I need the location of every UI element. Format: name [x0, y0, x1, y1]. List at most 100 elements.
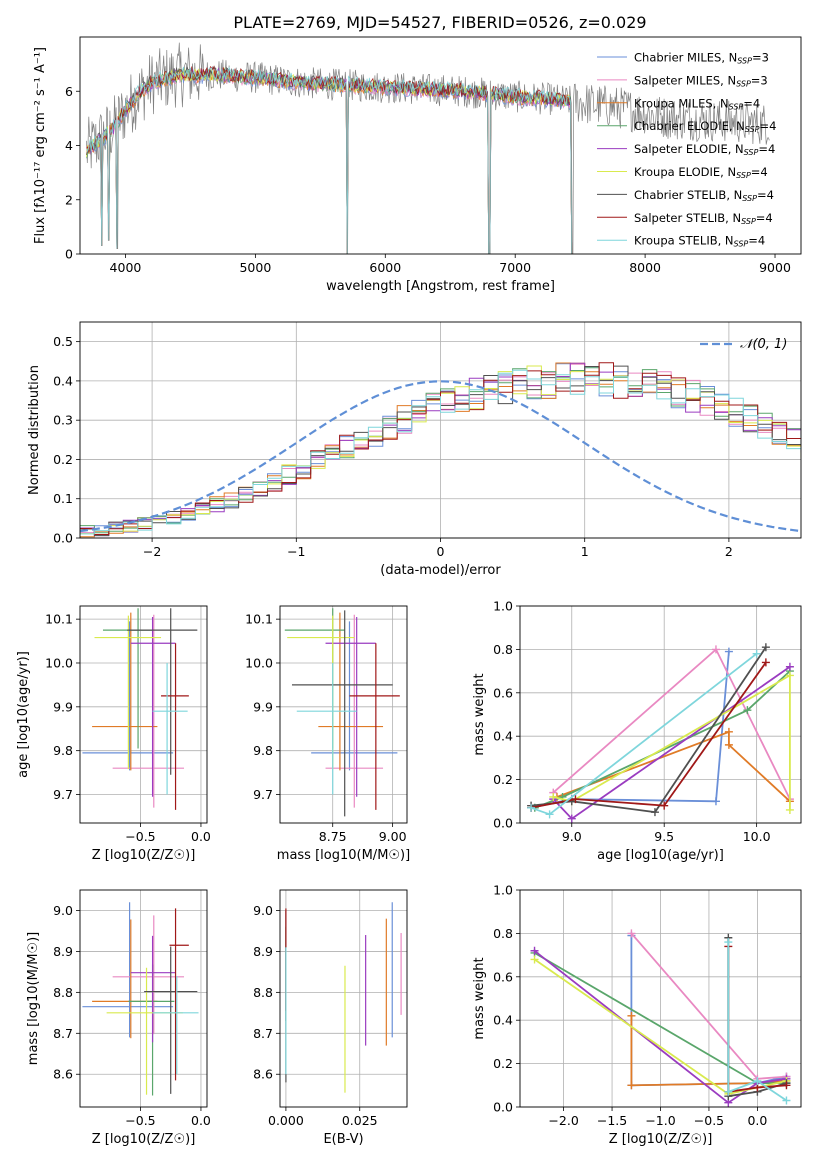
observed-spectrum-line: [86, 42, 770, 254]
mass-weight-vs-age-plot-area: [527, 643, 794, 823]
x-tick-label: −2.0: [548, 1113, 578, 1128]
x-axis-label: wavelength [Angstrom, rest frame]: [326, 279, 555, 294]
axes-frame: [279, 605, 408, 824]
x-tick-label: 4000: [110, 260, 142, 275]
y-tick-label: 8.8: [53, 985, 73, 1000]
x-tick-label: 0: [437, 544, 445, 559]
mass-weight-marker: [785, 805, 794, 814]
x-axis-label: Z [log10(Z/Z☉)]: [609, 1132, 713, 1147]
gaussian-reference-line: [80, 380, 801, 533]
x-tick-label: 9.0: [562, 829, 582, 844]
mass-weight-series-line: [630, 1015, 787, 1087]
y-tick-label: 8.9: [53, 944, 73, 959]
mass-weight-marker: [753, 1076, 762, 1085]
y-tick-label: 9.7: [253, 787, 273, 802]
legend-entry: Kroupa MILES, NSSP=4: [634, 96, 760, 111]
error-bar-point: [144, 946, 198, 1094]
y-tick-label: 9.0: [253, 903, 273, 918]
error-bar-point: [318, 612, 384, 771]
error-bar-point: [325, 616, 376, 797]
error-bar-point: [92, 612, 158, 771]
y-tick-label: 0.2: [493, 1056, 513, 1071]
x-tick-label: 9000: [759, 260, 791, 275]
mass-weight-marker: [660, 801, 669, 810]
residual-histogram-plot-area: [80, 362, 801, 538]
x-tick-label: 0.0: [747, 1113, 767, 1128]
error-bar-point: [161, 643, 189, 810]
x-tick-label: 0.025: [342, 1113, 378, 1128]
y-tick-label: 9.7: [53, 787, 73, 802]
y-tick-label: 10.0: [245, 655, 273, 670]
x-tick-label: 2: [725, 544, 733, 559]
y-tick-label: 4: [65, 138, 73, 153]
mass-vs-ebv-plot-area: [285, 902, 402, 1093]
mass-weight-series-line: [556, 730, 791, 802]
axes-frame: [79, 321, 802, 539]
mass-weight-marker: [743, 706, 752, 715]
y-tick-label: 8.6: [53, 1067, 73, 1082]
x-tick-label: 8.75: [319, 829, 347, 844]
mass-weight-marker: [724, 938, 733, 947]
spectrum-plot-area: [86, 42, 770, 254]
x-tick-label: −1.0: [645, 1113, 675, 1128]
mass-weight-marker: [627, 1011, 636, 1020]
error-bar-point: [349, 643, 400, 810]
x-tick-label: 9.00: [379, 829, 407, 844]
y-tick-label: 10.1: [245, 612, 273, 627]
residual-histogram-series: [80, 369, 801, 535]
y-tick-label: 0.8: [493, 642, 513, 657]
x-tick-label: 5000: [239, 260, 271, 275]
y-tick-label: 8.9: [253, 944, 273, 959]
y-tick-label: 0.4: [53, 373, 73, 388]
mass-weight-vs-age-panel: 9.0 9.5 10.0 0.0 0.2 0.4 0.6 0.8 1.0 age [log10(a…: [472, 599, 802, 863]
y-tick-label: 9.8: [53, 743, 73, 758]
mass-weight-marker: [567, 814, 576, 823]
error-bar-point: [82, 902, 174, 1038]
y-tick-label: 0: [65, 247, 73, 262]
error-bar-point: [112, 915, 185, 1035]
y-tick-label: 9.9: [253, 699, 273, 714]
axes-frame: [79, 889, 208, 1108]
x-tick-label: 10.0: [743, 829, 771, 844]
mass-weight-marker: [627, 1081, 636, 1090]
mass-weight-marker: [782, 1081, 791, 1090]
legend-entry: Salpeter ELODIE, NSSP=4: [634, 142, 775, 157]
mass-weight-vs-z-plot-area: [530, 929, 791, 1107]
x-axis-label: E(B-V): [323, 1132, 363, 1147]
y-tick-label: 0.0: [493, 816, 513, 831]
x-axis-label: (data-model)/error: [380, 563, 501, 578]
mass-weight-marker: [724, 1087, 733, 1096]
residual-histogram-panel: −2 −1 0 1 2 0.0 0.1 0.2 0.3 0.4 0.5 (data-model)/er…: [27, 321, 802, 578]
x-axis-label: age [log10(age/yr)]: [597, 848, 724, 863]
axes-frame: [519, 889, 802, 1108]
x-tick-label: 1: [581, 544, 589, 559]
spectrum-legend: Chabrier MILES, NSSP=3 Salpeter MILES, NS…: [597, 51, 776, 249]
y-tick-label: 0.0: [493, 1100, 513, 1115]
x-tick-label: 9.5: [654, 829, 674, 844]
mass-weight-marker: [527, 803, 536, 812]
y-tick-label: 10.0: [45, 655, 73, 670]
mass-vs-z-panel: −0.5 0.0 8.6 8.7 8.8 8.9 9.0 Z [log10(Z/Z☉)] mas…: [26, 889, 211, 1147]
y-axis-label: mass [log10(M/M☉)]: [26, 932, 41, 1065]
error-bar-point: [94, 615, 162, 770]
x-tick-label: −2: [143, 544, 161, 559]
y-tick-label: 0.3: [53, 413, 73, 428]
error-bar-point: [152, 975, 199, 1075]
y-tick-label: 8.7: [53, 1026, 73, 1041]
x-tick-label: 0.0: [191, 1113, 211, 1128]
x-tick-label: −1: [287, 544, 305, 559]
mass-weight-marker: [785, 671, 794, 680]
mass-weight-marker: [724, 647, 733, 656]
mass-weight-series-line: [530, 661, 767, 809]
error-bar-point: [152, 662, 188, 795]
axes-frame: [79, 605, 208, 824]
x-axis-label: Z [log10(Z/Z☉)]: [92, 848, 196, 863]
y-tick-label: 0.4: [493, 1013, 513, 1028]
error-bar-point: [82, 621, 174, 771]
y-tick-label: 8.7: [253, 1026, 273, 1041]
y-tick-label: 8.6: [253, 1067, 273, 1082]
mass-weight-marker: [711, 797, 720, 806]
y-tick-label: 0.5: [53, 334, 73, 349]
x-tick-label: −1.5: [597, 1113, 627, 1128]
